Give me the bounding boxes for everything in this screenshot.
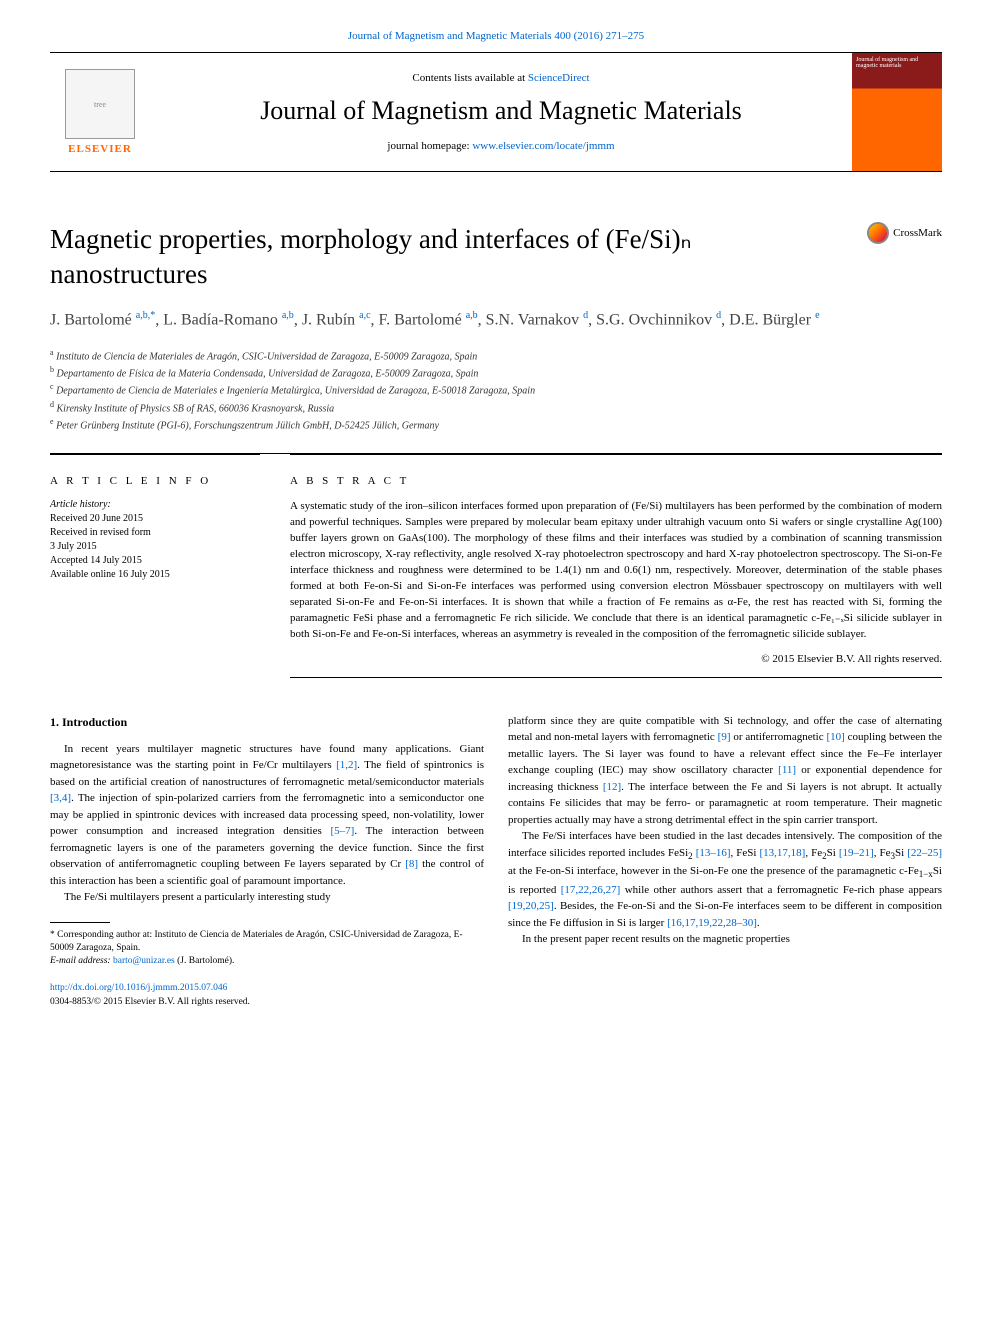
issn-copyright: 0304-8853/© 2015 Elsevier B.V. All right… <box>50 997 250 1007</box>
page-footer: http://dx.doi.org/10.1016/j.jmmm.2015.07… <box>50 982 942 1009</box>
journal-banner: tree ELSEVIER Contents lists available a… <box>50 52 942 172</box>
homepage-link[interactable]: www.elsevier.com/locate/jmmm <box>472 140 614 152</box>
journal-name: Journal of Magnetism and Magnetic Materi… <box>150 96 852 126</box>
history-item: Available online 16 July 2015 <box>50 568 260 582</box>
footnote-separator <box>50 922 110 923</box>
history-item: Received in revised form <box>50 526 260 540</box>
title-block: CrossMark Magnetic properties, morpholog… <box>50 222 942 454</box>
abstract-block: A B S T R A C T A systematic study of th… <box>290 454 942 677</box>
corresponding-author-note: * Corresponding author at: Instituto de … <box>50 929 484 956</box>
history-item: Received 20 June 2015 <box>50 512 260 526</box>
elsevier-label: ELSEVIER <box>68 143 132 155</box>
body-paragraph: platform since they are quite compatible… <box>508 713 942 829</box>
left-column: 1. Introduction In recent years multilay… <box>50 713 484 969</box>
journal-cover-icon: Journal of magnetism and magnetic materi… <box>852 53 942 171</box>
elsevier-logo[interactable]: tree ELSEVIER <box>50 53 150 171</box>
article-title: Magnetic properties, morphology and inte… <box>50 222 942 292</box>
article-info: A R T I C L E I N F O Article history: R… <box>50 454 260 677</box>
contents-line: Contents lists available at ScienceDirec… <box>150 72 852 84</box>
author-list: J. Bartolomé a,b,*, L. Badía-Romano a,b,… <box>50 308 942 332</box>
crossmark-badge[interactable]: CrossMark <box>867 222 942 244</box>
homepage-line: journal homepage: www.elsevier.com/locat… <box>150 140 852 152</box>
history-item: 3 July 2015 <box>50 540 260 554</box>
history-label: Article history: <box>50 499 260 510</box>
affiliation-item: b Departamento de Física de la Materia C… <box>50 364 942 381</box>
history-list: Received 20 June 2015Received in revised… <box>50 512 260 582</box>
crossmark-label: CrossMark <box>893 227 942 239</box>
affiliation-item: c Departamento de Ciencia de Materiales … <box>50 381 942 398</box>
sciencedirect-link[interactable]: ScienceDirect <box>528 72 590 84</box>
crossmark-icon <box>867 222 889 244</box>
history-item: Accepted 14 July 2015 <box>50 554 260 568</box>
body-paragraph: In recent years multilayer magnetic stru… <box>50 741 484 890</box>
affiliations: a Instituto de Ciencia de Materiales de … <box>50 347 942 434</box>
affiliation-item: a Instituto de Ciencia de Materiales de … <box>50 347 942 364</box>
body-paragraph: The Fe/Si interfaces have been studied i… <box>508 828 942 931</box>
section-heading: 1. Introduction <box>50 713 484 731</box>
body-columns: 1. Introduction In recent years multilay… <box>50 713 942 969</box>
article-info-heading: A R T I C L E I N F O <box>50 475 260 487</box>
email-footnote: E-mail address: barto@unizar.es (J. Bart… <box>50 955 484 968</box>
affiliation-item: d Kirensky Institute of Physics SB of RA… <box>50 399 942 416</box>
body-paragraph: In the present paper recent results on t… <box>508 931 942 948</box>
abstract-copyright: © 2015 Elsevier B.V. All rights reserved… <box>290 653 942 665</box>
doi-link[interactable]: http://dx.doi.org/10.1016/j.jmmm.2015.07… <box>50 983 227 993</box>
email-link[interactable]: barto@unizar.es <box>113 956 175 966</box>
header-citation[interactable]: Journal of Magnetism and Magnetic Materi… <box>0 0 992 52</box>
banner-center: Contents lists available at ScienceDirec… <box>150 53 852 171</box>
affiliation-item: e Peter Grünberg Institute (PGI-6), Fors… <box>50 416 942 433</box>
abstract-heading: A B S T R A C T <box>290 475 942 487</box>
abstract-text: A systematic study of the iron–silicon i… <box>290 499 942 642</box>
info-abstract-row: A R T I C L E I N F O Article history: R… <box>50 454 942 677</box>
right-column: platform since they are quite compatible… <box>508 713 942 969</box>
body-paragraph: The Fe/Si multilayers present a particul… <box>50 889 484 906</box>
elsevier-tree-icon: tree <box>65 69 135 139</box>
